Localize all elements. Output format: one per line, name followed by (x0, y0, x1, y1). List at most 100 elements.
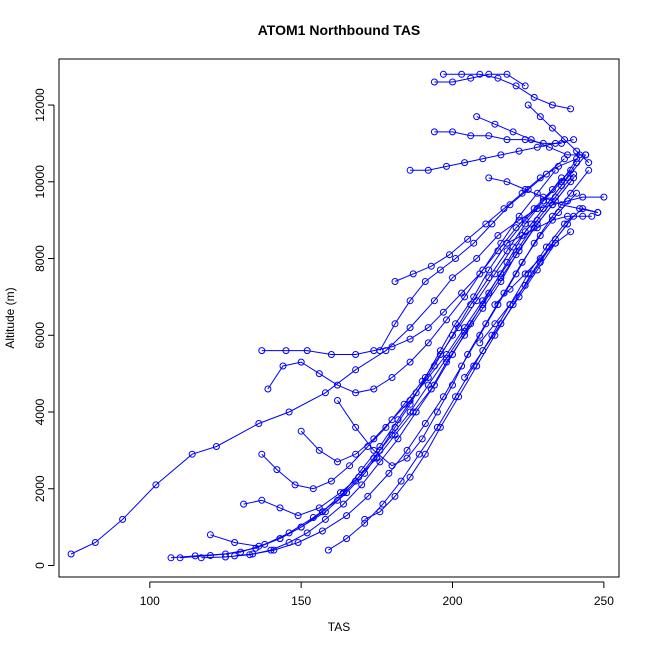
chart-title: ATOM1 Northbound TAS (258, 22, 421, 38)
data-point (249, 550, 257, 558)
data-point (461, 374, 469, 381)
data-point (533, 216, 541, 224)
data-point (406, 166, 414, 174)
data-point (573, 147, 581, 155)
data-point (297, 358, 305, 366)
data-point (152, 481, 160, 489)
data-point (418, 435, 426, 443)
data-point (518, 232, 526, 239)
data-point (318, 527, 326, 535)
data-point (212, 443, 220, 450)
series-line (488, 177, 598, 213)
series-line (464, 242, 556, 378)
data-point (567, 228, 575, 236)
data-point (530, 93, 538, 101)
data-point (482, 220, 490, 228)
x-tick-label: 200 (442, 594, 462, 608)
data-point (530, 239, 538, 247)
data-point (403, 454, 411, 462)
data-point (370, 435, 378, 443)
data-point (406, 358, 414, 366)
series-line (210, 177, 562, 547)
data-point (542, 170, 550, 178)
data-point (582, 151, 590, 159)
data-point (352, 450, 360, 458)
data-point (119, 515, 127, 523)
data-point (406, 335, 414, 343)
data-point (515, 293, 523, 301)
data-point (521, 270, 529, 278)
data-point (479, 304, 487, 312)
data-point (548, 216, 556, 224)
data-point (334, 458, 341, 466)
data-point (391, 278, 399, 285)
data-point (430, 297, 438, 305)
data-point (497, 278, 505, 285)
data-point (506, 285, 514, 293)
data-point (479, 347, 487, 355)
data-point (503, 239, 511, 247)
data-point (464, 235, 472, 243)
data-point (382, 423, 390, 431)
data-point (258, 347, 266, 355)
data-point (424, 166, 432, 174)
y-tick-label: 8000 (33, 245, 47, 272)
data-point (455, 393, 463, 401)
data-point (515, 147, 523, 155)
data-point (551, 193, 559, 201)
data-point (512, 270, 520, 278)
data-point (500, 205, 508, 213)
data-point (358, 481, 366, 489)
data-point (421, 450, 429, 458)
data-point (67, 550, 75, 558)
data-point (558, 201, 565, 209)
x-axis: 100 150 200 250 (140, 581, 614, 608)
data-point (551, 235, 559, 243)
series-line (267, 169, 556, 394)
data-point (509, 128, 517, 136)
series-line (300, 173, 574, 463)
data-point (518, 258, 526, 266)
plot-frame (58, 58, 620, 578)
data-point (376, 508, 384, 516)
data-point (294, 539, 302, 546)
data-point (503, 70, 511, 78)
data-point (536, 232, 544, 239)
data-point (315, 446, 323, 454)
data-point (506, 201, 514, 209)
data-point (409, 408, 417, 416)
data-point (324, 546, 332, 554)
data-point (240, 500, 248, 508)
data-point (494, 74, 502, 82)
data-point (285, 408, 293, 416)
data-point (388, 416, 396, 424)
data-point (391, 492, 399, 500)
data-point (461, 331, 469, 339)
data-point (485, 174, 493, 182)
data-point (424, 324, 432, 332)
x-tick-label: 150 (291, 594, 311, 608)
data-point (539, 193, 547, 201)
data-point (436, 423, 444, 431)
data-point (267, 546, 275, 554)
data-point (346, 462, 354, 470)
data-point (370, 446, 378, 454)
data-point (564, 220, 571, 228)
data-point (433, 408, 441, 416)
data-point (512, 224, 520, 232)
y-tick-label: 2000 (33, 475, 47, 502)
data-point (449, 78, 456, 86)
data-point (548, 101, 556, 109)
data-point (548, 186, 556, 193)
series-line (506, 215, 592, 244)
data-point (424, 374, 432, 381)
data-point (479, 297, 487, 305)
series-line (394, 158, 577, 282)
data-point (585, 159, 593, 167)
data-point (409, 270, 417, 278)
data-point (231, 539, 239, 546)
data-point (458, 70, 466, 78)
series-line (476, 116, 586, 156)
data-point (167, 554, 175, 562)
data-point (564, 151, 571, 159)
